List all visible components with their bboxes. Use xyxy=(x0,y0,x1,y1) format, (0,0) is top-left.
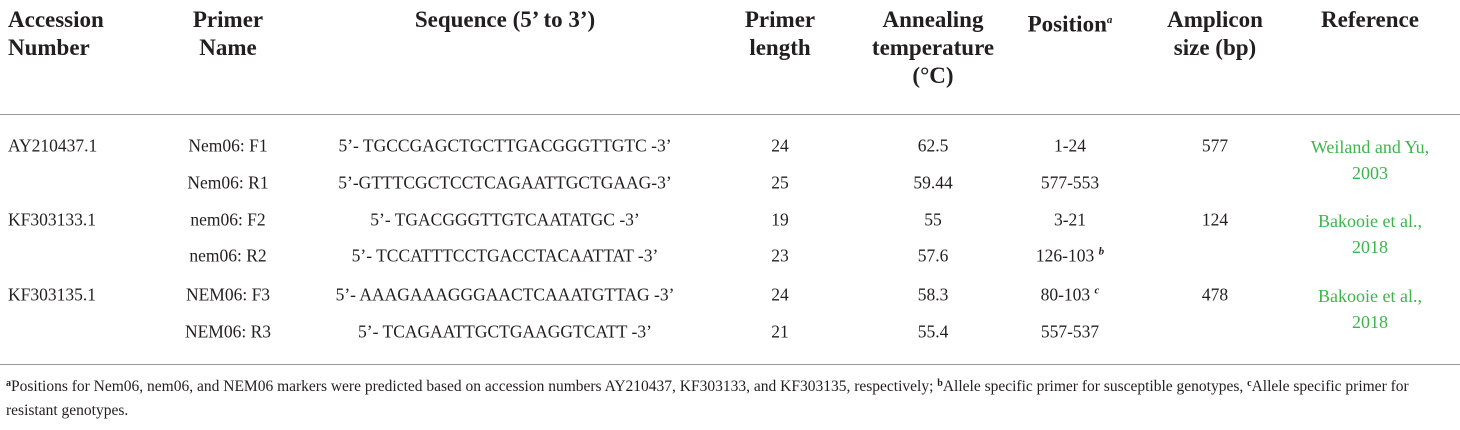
header-text: (°C) xyxy=(912,63,954,88)
position: 557-537 xyxy=(1041,322,1099,343)
accession: AY210437.1 xyxy=(8,135,98,156)
annealing-temp: 62.5 xyxy=(917,135,949,156)
column-header: Primer Name xyxy=(193,6,263,62)
footnote: aPositions for Nem06, nem06, and NEM06 m… xyxy=(6,372,1446,423)
header-line: Accession xyxy=(8,6,104,34)
amplicon-size: 478 xyxy=(1201,284,1229,305)
header-rule xyxy=(0,114,1460,115)
sequence: 5’-GTTTCGCTCCTCAGAATTGCTGAAG-3’ xyxy=(338,172,672,193)
column-header: Reference xyxy=(1321,6,1419,34)
footnote-mark: c xyxy=(1247,378,1252,389)
header-text: Primer xyxy=(192,7,264,32)
footnote-mark: a xyxy=(6,378,11,389)
column-header: Primer length xyxy=(745,6,815,62)
position: 3-21 xyxy=(1054,210,1086,231)
header-text: Name xyxy=(199,35,257,60)
position-text: 1-24 xyxy=(1053,135,1087,156)
position: 1-24 xyxy=(1054,136,1086,157)
column-header: Sequence (5’ to 3’) xyxy=(415,6,595,34)
position-note: c xyxy=(1094,284,1100,297)
header-line: Number xyxy=(8,34,104,62)
primer-length: 21 xyxy=(771,321,789,342)
primer-name: NEM06: F3 xyxy=(185,284,271,305)
sequence: 5’- TGACGGGTTGTCAATATGC -3’ xyxy=(370,209,640,230)
column-header: Accession Number xyxy=(8,6,104,62)
header-line: (°C) xyxy=(872,62,994,90)
header-line: Positiona xyxy=(1028,6,1113,39)
footnote-text: Allele specific primer for resistant gen… xyxy=(6,378,1409,419)
sequence: 5’- TCAGAATTGCTGAAGGTCATT -3’ xyxy=(358,321,652,342)
column-header: Annealing temperature (°C) xyxy=(872,6,994,90)
annealing-temp: 55.4 xyxy=(917,321,949,342)
position-text: 3-21 xyxy=(1053,209,1087,230)
header-text: length xyxy=(749,35,811,60)
header-line: Amplicon xyxy=(1167,6,1263,34)
position-note: b xyxy=(1098,245,1105,258)
primer-length: 23 xyxy=(771,245,789,266)
primer-length: 24 xyxy=(771,135,789,156)
header-line: length xyxy=(745,34,815,62)
position-text: 557-537 xyxy=(1040,321,1100,342)
annealing-temp: 59.44 xyxy=(913,172,953,193)
header-line: Primer xyxy=(745,6,815,34)
footnote-text: Positions for Nem06, nem06, and NEM06 ma… xyxy=(11,378,934,395)
position-text: 577-553 xyxy=(1040,172,1100,193)
sequence: 5’- TGCCGAGCTGCTTGACGGGTTGTC -3’ xyxy=(338,135,672,156)
reference-link: Weiland and Yu, 2003 xyxy=(1310,137,1430,183)
header-line: Annealing xyxy=(872,6,994,34)
header-text: Amplicon xyxy=(1167,7,1263,32)
sequence: 5’- AAAGAAAGGGAACTCAAATGTTAG -3’ xyxy=(335,284,675,305)
annealing-temp: 58.3 xyxy=(917,284,949,305)
reference-link: Bakooie et al., 2018 xyxy=(1318,211,1422,257)
position: 80-103 c xyxy=(1041,285,1100,306)
primer-length: 25 xyxy=(771,172,789,193)
primer-name: Nem06: F1 xyxy=(188,135,268,156)
column-header: Positiona xyxy=(1028,6,1113,39)
annealing-temp: 55 xyxy=(924,209,942,230)
position: 126-103 b xyxy=(1036,246,1104,267)
primer-length: 24 xyxy=(771,284,789,305)
annealing-temp: 57.6 xyxy=(917,245,949,266)
header-text: Reference xyxy=(1321,7,1419,32)
column-header: Amplicon size (bp) xyxy=(1167,6,1263,62)
primer-name: nem06: R2 xyxy=(189,245,267,266)
header-text: Number xyxy=(8,35,90,60)
primer-length: 19 xyxy=(771,209,789,230)
footnote-mark: b xyxy=(937,378,943,389)
footnote-text: Allele specific primer for susceptible g… xyxy=(942,378,1244,395)
position-text: 80-103 xyxy=(1040,284,1091,305)
accession: KF303135.1 xyxy=(8,284,96,305)
header-line: Sequence (5’ to 3’) xyxy=(415,6,595,34)
header-text: Accession xyxy=(8,7,104,32)
header-line: temperature xyxy=(872,34,994,62)
accession: KF303133.1 xyxy=(8,209,96,230)
header-line: size (bp) xyxy=(1167,34,1263,62)
reference-link: Bakooie et al., 2018 xyxy=(1318,286,1422,332)
sequence: 5’- TCCATTTCCTGACCTACAATTAT -3’ xyxy=(351,245,659,266)
bottom-rule xyxy=(0,364,1460,365)
primer-name: nem06: F2 xyxy=(190,209,266,230)
amplicon-size: 124 xyxy=(1201,209,1229,230)
header-text: temperature xyxy=(871,35,995,60)
header-line: Primer xyxy=(193,6,263,34)
header-text: Annealing xyxy=(882,7,984,32)
amplicon-size: 577 xyxy=(1201,135,1229,156)
position: 577-553 xyxy=(1041,173,1099,194)
primer-name: Nem06: R1 xyxy=(187,172,269,193)
header-text: Primer xyxy=(744,7,816,32)
position-text: 126-103 xyxy=(1035,245,1095,266)
header-line: Name xyxy=(193,34,263,62)
header-text: Position xyxy=(1027,11,1107,37)
primer-name: NEM06: R3 xyxy=(184,321,272,342)
header-text: size (bp) xyxy=(1173,35,1257,60)
header-line: Reference xyxy=(1321,6,1419,34)
header-text: Sequence (5’ to 3’) xyxy=(414,7,596,32)
header-note: a xyxy=(1106,14,1113,26)
